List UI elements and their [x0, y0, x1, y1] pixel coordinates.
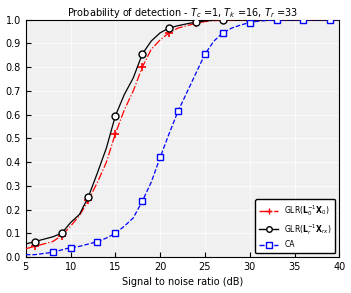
Title: Probability of detection - $T_c$ =1, $T_k$ =16, $T_r$ =33: Probability of detection - $T_c$ =1, $T_…	[67, 6, 298, 20]
X-axis label: Signal to noise ratio (dB): Signal to noise ratio (dB)	[122, 277, 243, 287]
Legend: GLR($\mathbf{L}_0^{-1}\mathbf{X}_0$), GLR($\mathbf{L}_r^{-1}\mathbf{X}_{rx}$), C: GLR($\mathbf{L}_0^{-1}\mathbf{X}_0$), GL…	[255, 199, 336, 253]
